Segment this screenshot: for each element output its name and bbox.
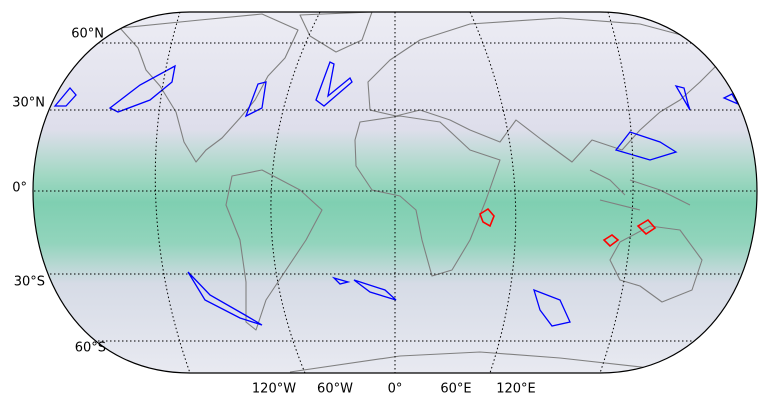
south-america [225,169,323,331]
africa [354,115,501,277]
maritime-continent [589,169,691,211]
contour [532,288,571,327]
contour [244,81,267,118]
lat-label: 60°S [75,341,106,356]
contour [602,234,620,248]
lat-label: 0° [12,181,27,196]
contour [674,84,691,111]
lon-label: 120°E [496,382,536,397]
lat-label: 60°N [71,27,104,42]
contour [636,218,657,236]
contour [331,276,351,285]
graticule [33,12,757,373]
contour [722,93,740,106]
contour [315,61,353,107]
lon-label: 0° [388,382,403,397]
longitude-labels: 120°W 60°W 0° 60°E 120°E [252,382,536,397]
lat-label: 30°N [12,96,45,111]
lon-label: 60°E [440,382,471,397]
lon-label: 60°W [317,382,353,397]
latitude-labels: 60°N 30°N 0° 30°S 60°S [12,27,106,356]
contour [53,86,77,107]
meridian [154,12,191,373]
lat-label: 30°S [14,275,45,290]
contour [353,279,397,301]
north-america [119,13,299,163]
contour [108,64,176,113]
australia [609,225,703,303]
map-border [32,11,758,374]
contour [187,271,263,326]
meridian [469,12,517,373]
blue-contours [53,61,740,327]
meridian [270,12,321,373]
contour [614,131,678,161]
antarctica [289,351,651,373]
eurasia [367,17,723,163]
contour [479,207,495,228]
red-contours [479,207,657,248]
lon-label: 120°W [252,382,296,397]
meridian [599,12,634,373]
coastlines [119,12,723,373]
